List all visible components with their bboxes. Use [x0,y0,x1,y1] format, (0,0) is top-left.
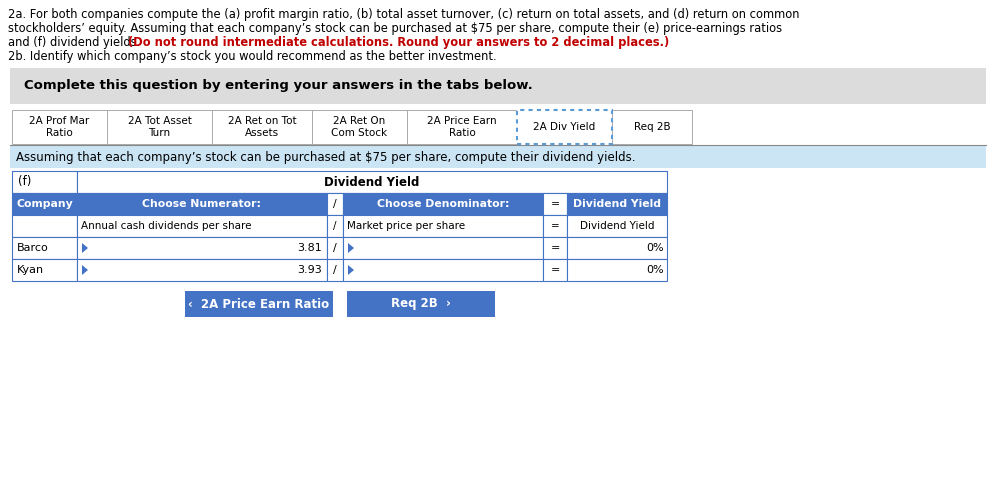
Bar [77,215,327,237]
Text: (f): (f) [18,175,32,189]
Bar [107,110,212,144]
Bar [327,237,343,259]
Text: Market price per share: Market price per share [347,221,465,231]
Text: Ratio: Ratio [46,128,73,138]
Polygon shape [348,265,354,275]
Text: /: / [334,221,337,231]
Text: (Do not round intermediate calculations. Round your answers to 2 decimal places.: (Do not round intermediate calculations.… [127,36,668,49]
Text: Ratio: Ratio [448,128,475,138]
Text: /: / [333,243,337,253]
Text: Kyan: Kyan [17,265,44,275]
Bar [543,259,567,281]
Text: Assets: Assets [245,128,279,138]
Text: Dividend Yield: Dividend Yield [573,199,661,209]
Bar [77,171,667,193]
Text: 2A Price Earn: 2A Price Earn [427,116,497,126]
Text: 2A Div Yield: 2A Div Yield [534,122,596,132]
Bar [12,237,77,259]
Bar [312,110,407,144]
Text: 3.93: 3.93 [297,265,322,275]
Bar [12,171,77,193]
Bar [12,193,77,215]
Text: =: = [551,199,560,209]
Bar [77,193,327,215]
Text: Com Stock: Com Stock [332,128,387,138]
Text: ‹  2A Price Earn Ratio: ‹ 2A Price Earn Ratio [188,297,329,311]
Bar [567,259,667,281]
Text: Choose Numerator:: Choose Numerator: [142,199,262,209]
Bar [407,110,517,144]
Polygon shape [82,243,88,253]
Bar [543,215,567,237]
Bar [10,68,986,104]
Text: Company: Company [16,199,73,209]
Text: %: % [652,243,663,253]
Bar [343,215,543,237]
Text: Req 2B: Req 2B [633,122,670,132]
Text: 2A Ret on Tot: 2A Ret on Tot [228,116,297,126]
Bar [327,259,343,281]
Text: =: = [551,221,560,231]
Text: /: / [334,199,337,209]
Bar [543,193,567,215]
Bar [184,291,333,317]
Bar [567,237,667,259]
Bar [212,110,312,144]
Bar [77,259,327,281]
Text: 2A Tot Asset: 2A Tot Asset [127,116,191,126]
Bar [12,259,77,281]
Polygon shape [348,243,354,253]
Text: Complete this question by entering your answers in the tabs below.: Complete this question by entering your … [24,80,533,92]
Text: /: / [333,265,337,275]
Bar [347,291,494,317]
Text: 0: 0 [646,265,653,275]
Text: Turn: Turn [148,128,170,138]
Text: Dividend Yield: Dividend Yield [325,175,419,189]
Bar [567,215,667,237]
Text: Choose Denominator:: Choose Denominator: [376,199,509,209]
Bar [12,110,107,144]
Bar [10,146,986,168]
Bar [517,110,612,144]
Text: =: = [551,243,560,253]
Bar [567,193,667,215]
Bar [343,193,543,215]
Text: 3.81: 3.81 [297,243,322,253]
Text: Annual cash dividends per share: Annual cash dividends per share [81,221,252,231]
Text: 2A Ret On: 2A Ret On [334,116,385,126]
Text: Dividend Yield: Dividend Yield [580,221,654,231]
Text: Assuming that each company’s stock can be purchased at $75 per share, compute th: Assuming that each company’s stock can b… [16,151,635,163]
Text: and (f) dividend yields.: and (f) dividend yields. [8,36,143,49]
Text: 2b. Identify which company’s stock you would recommend as the better investment.: 2b. Identify which company’s stock you w… [8,50,497,63]
Text: 2a. For both companies compute the (a) profit margin ratio, (b) total asset turn: 2a. For both companies compute the (a) p… [8,8,800,21]
Bar [343,237,543,259]
Text: stockholders’ equity. Assuming that each company’s stock can be purchased at $75: stockholders’ equity. Assuming that each… [8,22,782,35]
Bar [543,237,567,259]
Text: Barco: Barco [17,243,49,253]
Bar [12,215,77,237]
Bar [327,193,343,215]
Text: %: % [652,265,663,275]
Text: 0: 0 [646,243,653,253]
Bar [77,237,327,259]
Bar [327,215,343,237]
Bar [612,110,692,144]
Text: Req 2B  ›: Req 2B › [390,297,450,311]
Polygon shape [82,265,88,275]
Text: 2A Prof Mar: 2A Prof Mar [29,116,90,126]
Text: =: = [551,265,560,275]
Bar [343,259,543,281]
